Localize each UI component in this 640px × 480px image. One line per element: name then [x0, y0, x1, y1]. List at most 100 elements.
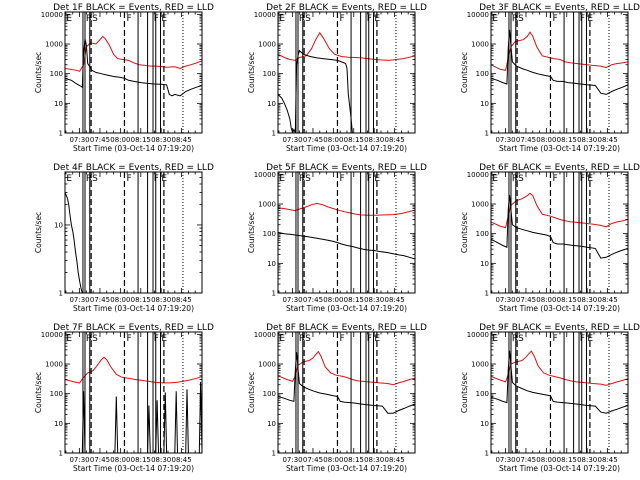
x-tick-label: 07:45 [516, 296, 536, 304]
y-tick-label: 10 [54, 221, 63, 229]
x-tick-label: 07:30 [69, 456, 89, 464]
y-tick-label: 10000 [467, 171, 489, 179]
event-marker-label: RS [86, 14, 98, 24]
event-marker-label: F [154, 14, 159, 24]
x-tick-label: 08:45 [384, 296, 404, 304]
x-tick-label: 08:00 [536, 296, 556, 304]
y-tick-label: 1000 [258, 201, 276, 209]
x-tick-label: 08:00 [323, 296, 343, 304]
plot-area [278, 332, 415, 453]
panel-title: Det 4F BLACK = Events, RED = LLD [53, 163, 214, 173]
y-axis-label: Counts/sec [34, 52, 43, 93]
panel-title: Det 3F BLACK = Events, RED = LLD [479, 3, 640, 13]
event-marker-label: RS [299, 14, 311, 24]
event-marker-label: F [552, 174, 557, 184]
event-marker-label: F [154, 334, 159, 344]
x-axis-label: Start Time (03-Oct-14 07:19:20) [499, 304, 620, 313]
x-tick-label: 08:30 [577, 296, 597, 304]
x-tick-label: 08:00 [110, 136, 130, 144]
y-axis-label: Counts/sec [460, 372, 469, 413]
event-marker-label: E [587, 14, 593, 24]
x-tick-label: 08:30 [364, 136, 384, 144]
x-tick-label: 07:30 [282, 136, 302, 144]
x-axis-label: Start Time (03-Oct-14 07:19:20) [73, 464, 194, 473]
x-tick-label: 08:45 [597, 136, 617, 144]
y-tick-label: 1000 [45, 41, 63, 49]
event-marker-label: F [552, 334, 557, 344]
event-marker-label: F [367, 14, 372, 24]
event-marker-label: F [580, 334, 585, 344]
x-tick-label: 08:45 [384, 456, 404, 464]
y-tick-label: 1000 [258, 41, 276, 49]
x-tick-label: 08:15 [557, 296, 577, 304]
event-marker-label: E [587, 334, 593, 344]
x-axis-label: Start Time (03-Oct-14 07:19:20) [73, 144, 194, 153]
panel-title: Det 9F BLACK = Events, RED = LLD [479, 323, 640, 333]
events-line [65, 38, 202, 97]
x-axis-label: Start Time (03-Oct-14 07:19:20) [286, 464, 407, 473]
y-axis-label: Counts/sec [247, 212, 256, 253]
x-tick-label: 08:00 [323, 136, 343, 144]
x-tick-label: 08:45 [171, 296, 191, 304]
y-tick-label: 1 [485, 450, 489, 458]
y-tick-label: 100 [476, 230, 489, 238]
event-marker-label: E [161, 334, 167, 344]
event-marker-label: E [587, 174, 593, 184]
lld-line [491, 350, 628, 386]
event-marker-label: E [492, 174, 498, 184]
y-tick-label: 10000 [254, 331, 276, 339]
y-tick-label: 1 [59, 290, 63, 298]
x-tick-label: 08:30 [364, 296, 384, 304]
x-tick-label: 07:45 [303, 296, 323, 304]
y-tick-label: 1 [59, 450, 63, 458]
y-tick-label: 100 [263, 70, 276, 78]
events-line [491, 350, 628, 414]
plot-frame [277, 171, 416, 294]
y-tick-label: 1000 [258, 361, 276, 369]
x-axis-label: Start Time (03-Oct-14 07:19:20) [286, 304, 407, 313]
y-axis-label: Counts/sec [460, 212, 469, 253]
event-marker-label: E [66, 14, 72, 24]
y-tick-label: 10 [480, 260, 489, 268]
event-marker-label: F [580, 14, 585, 24]
y-tick-label: 10 [54, 100, 63, 108]
y-tick-label: 1 [272, 290, 276, 298]
event-marker-label: E [66, 174, 72, 184]
plot-area [278, 172, 415, 293]
y-axis-label: Counts/sec [34, 372, 43, 413]
x-tick-label: 07:45 [516, 456, 536, 464]
event-marker-label: F [154, 174, 159, 184]
plot-frame [64, 171, 203, 294]
x-tick-label: 07:30 [282, 456, 302, 464]
panel-title: Det 1F BLACK = Events, RED = LLD [53, 3, 214, 13]
x-axis-label: Start Time (03-Oct-14 07:19:20) [499, 464, 620, 473]
x-tick-label: 08:30 [577, 456, 597, 464]
x-tick-label: 08:45 [597, 456, 617, 464]
event-marker-label: F [339, 334, 344, 344]
lld-line [278, 202, 415, 216]
event-marker-label: RS [512, 334, 524, 344]
y-tick-label: 10000 [41, 331, 63, 339]
y-tick-label: 1 [485, 130, 489, 138]
y-tick-label: 100 [263, 390, 276, 398]
y-tick-label: 100 [476, 390, 489, 398]
x-axis-label: Start Time (03-Oct-14 07:19:20) [286, 144, 407, 153]
event-marker-label: E [374, 334, 380, 344]
y-tick-label: 1000 [45, 361, 63, 369]
plot-frame [490, 331, 629, 454]
y-tick-label: 10000 [254, 171, 276, 179]
plot-frame [277, 11, 416, 134]
event-marker-label: RS [512, 14, 524, 24]
event-marker-label: E [279, 334, 285, 344]
event-marker-label: RS [512, 174, 524, 184]
x-tick-label: 08:00 [110, 296, 130, 304]
panel-title: Det 7F BLACK = Events, RED = LLD [53, 323, 214, 333]
event-marker-label: E [374, 174, 380, 184]
y-tick-label: 10 [54, 420, 63, 428]
x-tick-label: 08:45 [171, 456, 191, 464]
